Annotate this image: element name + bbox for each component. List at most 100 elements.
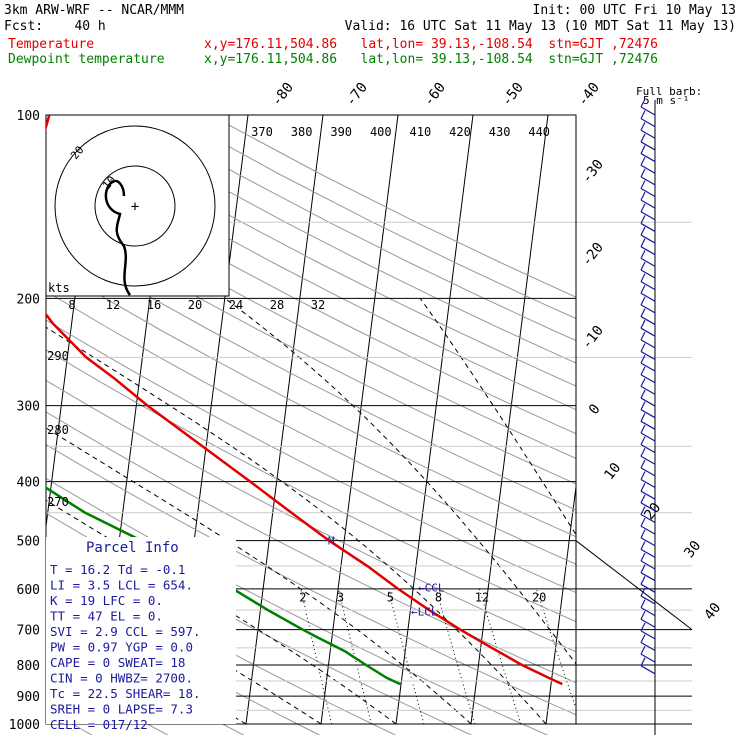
wind-barb — [640, 653, 656, 663]
wind-barb — [640, 176, 656, 186]
temperature-line — [46, 115, 563, 686]
wind-barb-flag — [640, 133, 646, 143]
isotherm-line — [545, 482, 576, 725]
wind-barb — [640, 257, 656, 267]
dry-adiabat — [46, 290, 576, 565]
wind-barb — [640, 642, 656, 652]
wind-barb-flag — [640, 482, 646, 492]
hodograph-speed-label: 12 — [106, 298, 120, 312]
theta-label: 370 — [251, 125, 273, 139]
dry-adiabat — [46, 349, 576, 623]
wind-barb-flag — [640, 424, 646, 434]
wind-barb — [640, 316, 656, 326]
theta-label: 410 — [410, 125, 432, 139]
wind-barb-flag — [640, 541, 646, 550]
wind-barb — [640, 490, 656, 500]
wind-barb — [640, 595, 656, 605]
isotherm-line — [470, 115, 549, 725]
isotherm-label: -20 — [579, 240, 607, 270]
dry-adiabat — [46, 157, 576, 435]
theta-label: 420 — [449, 125, 471, 139]
isotherm-label: -70 — [343, 80, 371, 110]
wind-barb — [640, 525, 656, 535]
dry-adiabat — [54, 115, 576, 387]
wind-barb — [640, 630, 656, 640]
wind-barb — [640, 665, 656, 675]
isotherm-label: -80 — [269, 80, 297, 110]
wind-barb — [640, 106, 656, 116]
ccl-marker: ←CCL — [418, 582, 445, 595]
wind-barb-flag — [640, 657, 646, 667]
isotherm-line — [696, 115, 740, 724]
hodograph-speed-label: 32 — [311, 298, 325, 312]
parcel-info-box — [46, 537, 236, 724]
isotherm-label: 0 — [586, 401, 604, 417]
wind-barb — [640, 409, 656, 419]
dry-adiabat — [46, 443, 576, 716]
wind-barb — [640, 339, 656, 349]
wind-barb-flag — [640, 250, 646, 259]
wind-barb-flag — [640, 366, 646, 376]
init-time: Init: 00 UTC Fri 10 May 13 — [532, 3, 737, 18]
isotherm-label: -10 — [579, 323, 607, 353]
wind-barb-flag — [640, 645, 646, 655]
isotherm-label: 10 — [601, 460, 624, 483]
wind-barb — [640, 548, 656, 558]
wind-barb-flag — [640, 587, 646, 597]
wind-barb-flag — [640, 634, 646, 643]
wind-barb-flag — [640, 145, 646, 154]
wind-barb — [640, 281, 656, 291]
wind-barb — [640, 467, 656, 477]
theta-label: 440 — [528, 125, 550, 139]
wind-barb-flag — [640, 285, 646, 294]
theta-label: 290 — [47, 349, 69, 363]
theta-label: 400 — [370, 125, 392, 139]
wind-barb — [640, 164, 656, 174]
mixing-ratio-label: 5 — [387, 591, 394, 605]
dry-adiabat — [46, 319, 576, 594]
wind-barb-flag — [640, 308, 646, 317]
wind-barb-flag — [640, 168, 646, 178]
pressure-label: 400 — [17, 476, 40, 491]
isotherm-label: -50 — [499, 80, 527, 110]
pressure-label: 700 — [17, 624, 40, 639]
theta-label: 280 — [47, 423, 69, 437]
wind-barb — [640, 141, 656, 151]
wind-barb-flag — [640, 622, 646, 632]
hodograph-ring-inner — [94, 165, 176, 247]
parcel-info-row: CIN = 0 HWBZ= 2700. — [50, 671, 193, 686]
hodograph-ring-outer — [54, 125, 216, 287]
dry-adiabat — [209, 115, 576, 298]
wind-barb-flag — [640, 296, 646, 306]
wind-barb-flag — [640, 436, 646, 445]
wind-barb-flag — [640, 378, 646, 387]
mixing-ratio-label: 2 — [299, 591, 306, 605]
parcel-info-row: TT = 47 EL = 0. — [50, 609, 163, 624]
mixing-ratio-label: 3 — [337, 591, 344, 605]
hodograph-box — [45, 114, 230, 297]
parcel-info-row: PW = 0.97 YGP = 0.0 — [50, 640, 193, 655]
wind-barb — [640, 187, 656, 198]
isotherm-line — [245, 115, 324, 725]
lcl-marker: ←LCL — [411, 606, 438, 619]
wind-barb — [640, 234, 656, 244]
wind-barb-flag — [640, 564, 646, 573]
mixing-ratio-line — [478, 588, 522, 725]
hodograph-speed-label: 16 — [147, 298, 161, 312]
theta-label: 270 — [47, 495, 69, 509]
wind-barb-flag — [640, 191, 646, 201]
wind-barb — [640, 479, 656, 489]
wind-barb-flag — [640, 180, 646, 189]
theta-label: 390 — [330, 125, 352, 139]
wind-barb-flag — [640, 494, 646, 504]
wind-barb — [640, 583, 656, 593]
m-marker: M — [328, 535, 335, 548]
dewpoint-line — [46, 486, 401, 686]
isotherm-label: -30 — [579, 157, 607, 187]
mixing-ratio-line — [535, 588, 576, 710]
wind-barb-flag — [640, 156, 646, 166]
wind-barb — [640, 455, 656, 465]
wind-barb-flag — [640, 599, 646, 608]
isotherm-line — [320, 115, 399, 725]
